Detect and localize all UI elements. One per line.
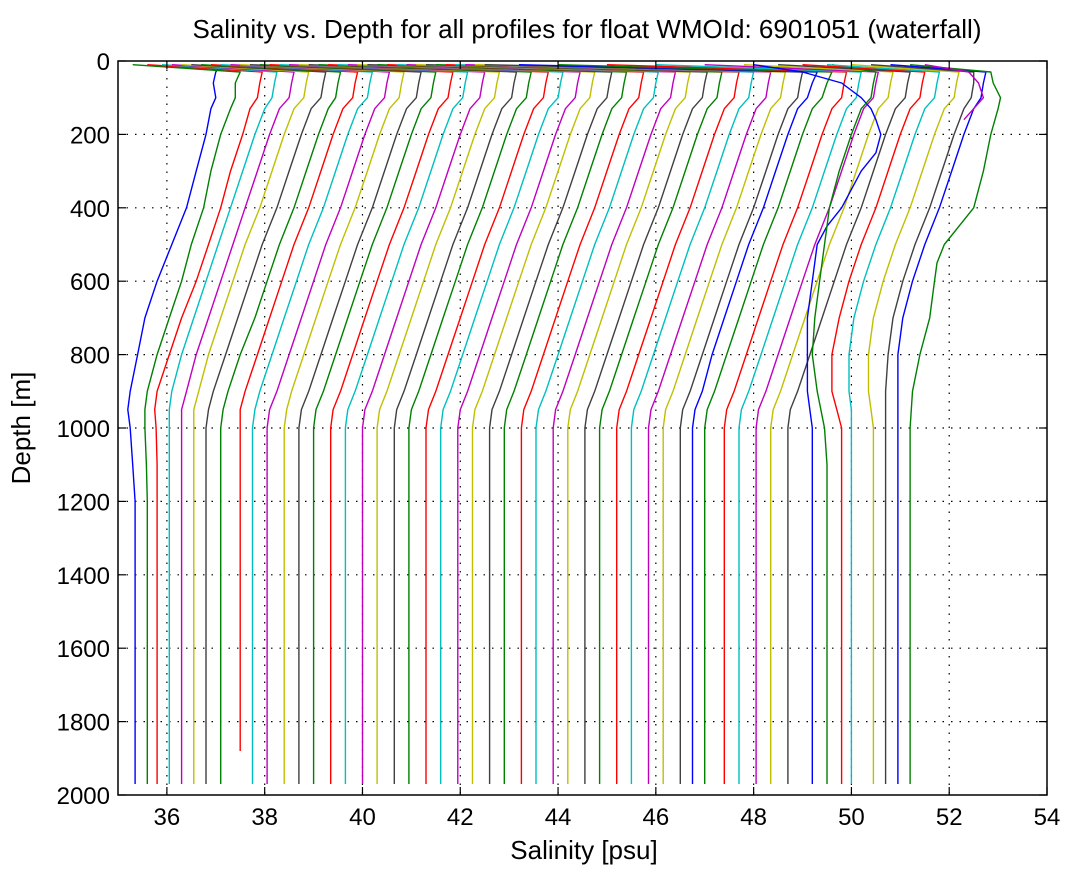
profile-line-46	[811, 64, 877, 784]
profile-line-5	[171, 64, 295, 784]
profile-line-6	[181, 64, 310, 784]
profile-line-1	[127, 64, 222, 784]
profile-line-29	[406, 64, 677, 784]
y-tick-label: 0	[97, 49, 110, 76]
profile-line-45	[753, 64, 882, 784]
profile-line-44	[778, 64, 911, 784]
profile-line-51	[890, 64, 987, 784]
y-tick-label: 400	[70, 196, 110, 223]
profile-line-48	[826, 64, 941, 784]
profile-line-9	[210, 64, 359, 751]
x-axis-ticks: 36 38 40 42 44 46 48 50 52 54	[154, 61, 1061, 831]
profile-line-38	[518, 64, 818, 784]
x-tick-label: 38	[251, 804, 278, 831]
y-tick-label: 1800	[57, 710, 110, 737]
y-axis-label: Depth [m]	[6, 372, 36, 485]
profile-line-24	[357, 64, 596, 784]
profile-line-8	[201, 64, 342, 784]
plot-series	[127, 64, 1002, 784]
profile-line-25	[367, 64, 613, 784]
profile-line-14	[259, 64, 437, 784]
chart-title: Salinity vs. Depth for all profiles for …	[193, 14, 982, 44]
profile-line-10	[220, 64, 373, 784]
profile-line-40	[606, 64, 848, 784]
profile-line-12	[240, 64, 405, 784]
profile-line-30	[416, 64, 691, 784]
x-tick-label: 42	[447, 804, 474, 831]
profile-line-23	[347, 64, 581, 784]
profile-line-33	[445, 64, 740, 784]
y-tick-label: 1000	[57, 416, 110, 443]
profile-line-50	[870, 64, 975, 784]
profile-line-42	[704, 64, 879, 784]
profile-line-20	[318, 64, 532, 784]
x-tick-label: 40	[349, 804, 376, 831]
profile-line-32	[435, 64, 723, 784]
x-tick-label: 44	[545, 804, 572, 831]
profile-line-31	[425, 64, 708, 784]
profile-line-18	[298, 64, 501, 784]
profile-line-19	[308, 64, 518, 784]
profile-line-41	[655, 64, 862, 784]
profile-line-34	[455, 64, 755, 784]
profile-line-7	[191, 64, 327, 784]
profile-line-35	[465, 64, 772, 784]
profile-line-37	[484, 64, 804, 784]
y-tick-label: 600	[70, 269, 110, 296]
profile-line-43	[743, 64, 894, 784]
profile-line-17	[289, 64, 486, 784]
profile-line-27	[386, 64, 645, 784]
y-tick-label: 1600	[57, 636, 110, 663]
profile-line-36	[474, 64, 787, 784]
profile-line-53	[924, 64, 985, 121]
x-tick-label: 36	[154, 804, 181, 831]
profile-line-21	[328, 64, 549, 784]
profile-line-47	[802, 64, 926, 784]
profile-line-3	[147, 64, 263, 784]
profile-line-28	[396, 64, 659, 784]
profile-line-22	[337, 64, 564, 784]
profile-line-39	[558, 64, 833, 784]
profile-line-16	[279, 64, 469, 784]
x-tick-label: 54	[1034, 804, 1061, 831]
profile-line-26	[377, 64, 628, 784]
profile-line-49	[851, 64, 960, 784]
profile-line-11	[230, 64, 391, 784]
x-tick-label: 50	[838, 804, 865, 831]
x-tick-label: 46	[642, 804, 669, 831]
y-axis-ticks: 0 200 400 600 800 1000 1200 1400 1600 1800 2000	[57, 49, 1047, 810]
y-tick-label: 1200	[57, 489, 110, 516]
y-tick-label: 2000	[57, 783, 110, 810]
profile-line-4	[161, 64, 278, 784]
x-tick-label: 48	[740, 804, 767, 831]
y-tick-label: 200	[70, 122, 110, 149]
profile-line-13	[249, 64, 422, 784]
profile-line-2	[132, 64, 241, 784]
profile-line-52	[909, 64, 1002, 784]
y-tick-label: 800	[70, 343, 110, 370]
profile-line-15	[269, 64, 454, 784]
y-tick-label: 1400	[57, 563, 110, 590]
x-axis-label: Salinity [psu]	[510, 835, 657, 865]
x-tick-label: 52	[936, 804, 963, 831]
